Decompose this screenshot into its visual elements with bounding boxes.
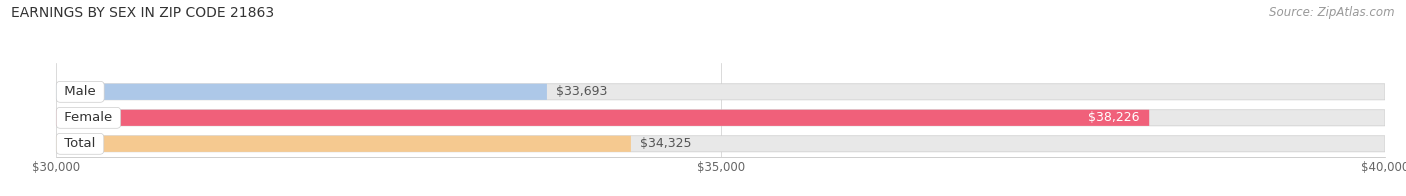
- Text: $33,693: $33,693: [557, 85, 607, 98]
- Text: Source: ZipAtlas.com: Source: ZipAtlas.com: [1270, 6, 1395, 19]
- Text: $38,226: $38,226: [1088, 111, 1140, 124]
- FancyBboxPatch shape: [56, 84, 1385, 100]
- FancyBboxPatch shape: [56, 110, 1149, 126]
- Text: Male: Male: [60, 85, 100, 98]
- FancyBboxPatch shape: [56, 110, 1385, 126]
- Text: EARNINGS BY SEX IN ZIP CODE 21863: EARNINGS BY SEX IN ZIP CODE 21863: [11, 6, 274, 20]
- FancyBboxPatch shape: [56, 84, 547, 100]
- FancyBboxPatch shape: [56, 136, 631, 152]
- Text: Total: Total: [60, 137, 100, 150]
- Text: Female: Female: [60, 111, 117, 124]
- FancyBboxPatch shape: [56, 136, 1385, 152]
- Text: $34,325: $34,325: [640, 137, 692, 150]
